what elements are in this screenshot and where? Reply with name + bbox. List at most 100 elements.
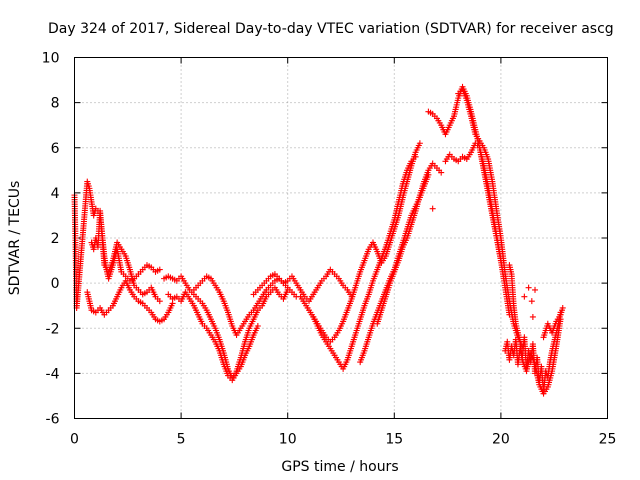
data-point-trail (558, 307, 566, 316)
data-point-trail (243, 345, 252, 357)
data-point-trail (337, 277, 345, 287)
data-point-trail (238, 354, 248, 368)
y-tick-label: 8 (51, 96, 60, 112)
y-tick-label: -6 (46, 412, 60, 428)
x-tick-label: 5 (177, 432, 186, 448)
data-point-trail (320, 329, 328, 339)
data-point-trail (528, 352, 538, 366)
data-point-trail (349, 332, 359, 348)
data-point-trail (422, 169, 431, 183)
data-point (429, 205, 436, 212)
data-point-trail (252, 302, 260, 311)
data-point-trail (307, 309, 315, 318)
plot-frame (74, 57, 608, 419)
data-point-trail (383, 241, 393, 257)
data-point-trail (537, 383, 546, 395)
data-point-trail (554, 313, 563, 323)
data-point-trail (541, 386, 550, 395)
data-point-trail (469, 142, 478, 154)
data-point-trail (493, 210, 504, 239)
data-point-trail (404, 223, 414, 239)
data-point (416, 140, 423, 147)
series-track-14 (455, 86, 526, 350)
series-track-12 (425, 83, 504, 264)
data-point-trail (238, 341, 248, 359)
data-point-trail (191, 304, 201, 316)
data-point-trail (221, 300, 231, 314)
data-point-trail (188, 298, 196, 307)
data-point-trail (204, 309, 213, 320)
data-point-trail (333, 329, 341, 339)
data-point-trail (213, 327, 222, 341)
data-point-trail (379, 255, 388, 264)
data-point-trail (119, 280, 128, 289)
data-point-trail (149, 286, 158, 298)
data-point-trail (400, 237, 410, 248)
data-point-trail (358, 259, 367, 273)
data-point-trail (247, 318, 256, 329)
data-point-trail (311, 286, 320, 296)
series-track-3 (88, 207, 163, 305)
data-point-trail (515, 332, 523, 343)
data-point-trail (162, 311, 170, 320)
data-point-trail (333, 354, 341, 363)
data-point-trail (86, 187, 95, 203)
y-axis-label: SDTVAR / TECUs (7, 181, 23, 296)
data-point-trail (489, 210, 500, 237)
y-tick-label: 0 (51, 276, 60, 292)
data-point-trail (225, 311, 235, 327)
data-point-trail (234, 365, 243, 375)
data-point-trail (447, 115, 456, 126)
data-point-trail (91, 207, 99, 217)
x-tick-label: 25 (599, 432, 617, 448)
series-track-17 (540, 304, 566, 341)
data-point-trail (439, 124, 448, 135)
x-tick-label: 20 (492, 432, 510, 448)
data-point-trail (217, 350, 227, 366)
data-point-trail (123, 255, 133, 271)
data-point-trail (404, 165, 414, 183)
y-tick-label: 10 (42, 51, 60, 67)
data-point-trail (247, 334, 256, 348)
y-tick-label: 6 (51, 141, 60, 157)
series-track-10 (357, 171, 432, 366)
data-point-trail (251, 309, 260, 320)
data-point-trail (179, 275, 187, 284)
data-point-trail (443, 153, 452, 163)
data-point-trail (221, 363, 231, 377)
data-point-trail (260, 295, 269, 307)
data-point-trail (294, 282, 303, 291)
data-point-trail (345, 345, 354, 361)
data-point (528, 298, 535, 305)
data-point-trail (502, 273, 513, 302)
data-point (529, 313, 536, 320)
data-point-trail (353, 271, 363, 287)
series-track-5 (165, 289, 261, 384)
data-point-trail (71, 194, 79, 246)
y-tick-label: -4 (46, 366, 60, 382)
data-point-trail (387, 271, 397, 284)
data-point-trail (85, 180, 92, 190)
series-track-16 (506, 262, 564, 397)
data-point-trail (549, 345, 559, 372)
data-point-trail (473, 133, 482, 142)
data-point-trail (256, 295, 264, 305)
data-point-trail (298, 295, 307, 305)
data-point-trail (358, 350, 367, 363)
data-point-trail (127, 268, 137, 287)
data-point-trail (209, 318, 218, 329)
data-point-trail (366, 280, 376, 296)
x-tick-label: 10 (279, 432, 297, 448)
data-point-trail (367, 241, 375, 251)
data-point-trail (513, 322, 521, 334)
data-point (521, 293, 528, 300)
data-point-trail (465, 151, 473, 160)
data-point-trail (328, 347, 337, 357)
axis-ticks: 0 5 10 15 20 25 -6 -4 -2 0 2 4 6 8 10 (42, 51, 617, 448)
y-tick-label: 2 (51, 231, 60, 247)
series-track-11 (374, 160, 445, 327)
data-point-trail (128, 289, 136, 298)
data-point-trail (307, 293, 315, 302)
data-point-trail (98, 307, 106, 316)
